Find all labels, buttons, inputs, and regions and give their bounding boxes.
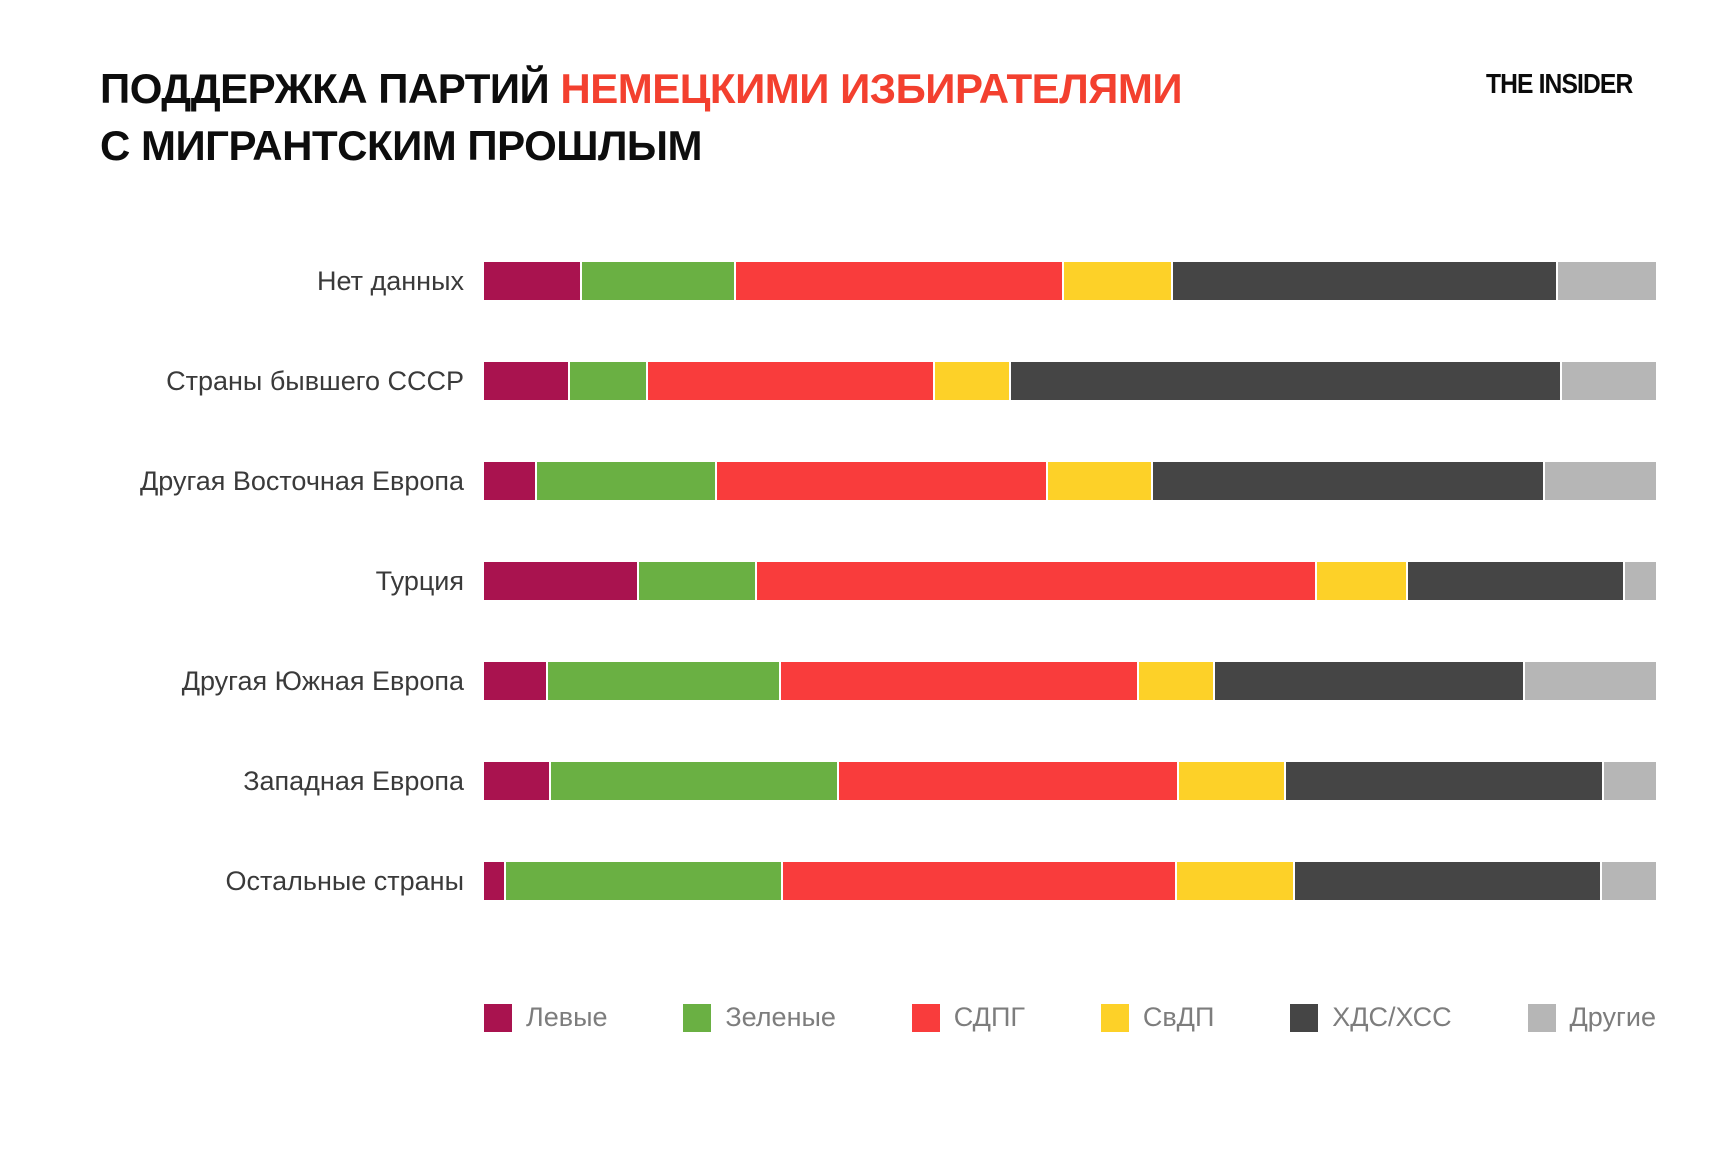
chart-row: Страны бывшего СССР (0, 362, 1732, 400)
bar-segment-СвДП (1176, 862, 1295, 900)
legend-swatch (484, 1003, 512, 1032)
legend-label: СвДП (1142, 1002, 1215, 1032)
bar-segment-ХДС/ХСС (1215, 662, 1525, 700)
legend-swatch (1527, 1003, 1556, 1032)
bar-segment-СДПГ (735, 262, 1065, 300)
bar-segment-Левые (484, 462, 537, 500)
bar-segment-ХДС/ХСС (1407, 562, 1626, 600)
bar-segment-Зеленые (582, 262, 736, 300)
bar-segment-СДПГ (839, 762, 1179, 800)
bar-segment-ХДС/ХСС (1011, 362, 1563, 400)
brand-logo: THE INSIDER (1485, 68, 1633, 99)
stacked-bar (484, 562, 1656, 600)
stacked-bar (484, 362, 1656, 400)
bar-segment-Другие (1557, 262, 1656, 300)
stacked-bar (484, 462, 1656, 500)
legend-label: СДПГ (953, 1002, 1025, 1032)
title-line2: С МИГРАНТСКИМ ПРОШЛЫМ (100, 122, 703, 169)
bar-segment-Левые (484, 262, 583, 300)
bar-segment-ХДС/ХСС (1173, 262, 1558, 300)
legend-label: Левые (526, 1002, 608, 1032)
stacked-bar (484, 262, 1656, 300)
row-label: Турция (375, 566, 464, 596)
title-part-black: ПОДДЕРЖКА ПАРТИЙ (100, 65, 550, 112)
legend-label: Другие (1569, 1002, 1656, 1032)
bar-segment-Другие (1544, 462, 1656, 500)
legend-item: ХДС/ХСС (1290, 1002, 1452, 1033)
bar-segment-Другие (1562, 362, 1656, 400)
bar-segment-СвДП (935, 362, 1012, 400)
chart-row: Нет данных (0, 262, 1732, 300)
legend-swatch (683, 1003, 712, 1032)
bar-segment-Зеленые (550, 762, 840, 800)
bar-segment-Левые (484, 762, 551, 800)
bar-segment-Левые (484, 562, 639, 600)
chart-row: Турция (0, 562, 1732, 600)
bar-segment-СвДП (1178, 762, 1286, 800)
bar-segment-СвДП (1139, 662, 1216, 700)
bar-segment-ХДС/ХСС (1153, 462, 1545, 500)
bar-segment-СДПГ (757, 562, 1318, 600)
bar-segment-ХДС/ХСС (1294, 862, 1603, 900)
row-label: Другая Южная Европа (181, 666, 464, 696)
bar-segment-СДПГ (648, 362, 936, 400)
bar-segment-СДПГ (780, 662, 1140, 700)
bar-segment-Левые (484, 362, 570, 400)
bar-segment-Левые (484, 862, 507, 900)
bar-segment-Другие (1604, 762, 1656, 800)
chart-rows: Нет данных Страны бывшего СССР Другая Вост… (0, 262, 1732, 962)
bar-segment-Зеленые (569, 362, 649, 400)
legend-item: СДПГ (911, 1002, 1025, 1033)
chart-row: Остальные страны (0, 862, 1732, 900)
legend-label: ХДС/ХСС (1332, 1002, 1452, 1032)
stacked-bar (484, 862, 1656, 900)
legend-swatch (1100, 1003, 1129, 1032)
bar-segment-Зеленые (506, 862, 783, 900)
bar-segment-Зеленые (638, 562, 758, 600)
row-label: Западная Европа (243, 766, 464, 796)
legend-item: СвДП (1100, 1002, 1215, 1033)
bar-segment-Зеленые (548, 662, 781, 700)
legend-item: Зеленые (683, 1002, 836, 1033)
legend-label: Зеленые (725, 1002, 836, 1032)
legend-swatch (1290, 1003, 1319, 1032)
stacked-bar (484, 762, 1656, 800)
bar-segment-Левые (484, 662, 549, 700)
bar-segment-СвДП (1317, 562, 1408, 600)
chart-row: Другая Южная Европа (0, 662, 1732, 700)
bar-segment-Другие (1625, 562, 1656, 600)
chart-row: Другая Восточная Европа (0, 462, 1732, 500)
legend-swatch (911, 1003, 940, 1032)
row-label: Другая Восточная Европа (139, 466, 464, 496)
row-label: Остальные страны (225, 866, 464, 896)
row-label: Нет данных (317, 266, 464, 296)
page-title: ПОДДЕРЖКА ПАРТИЙ НЕМЕЦКИМИ ИЗБИРАТЕЛЯМИ … (100, 60, 1183, 174)
bar-segment-СвДП (1064, 262, 1174, 300)
title-part-red: НЕМЕЦКИМИ ИЗБИРАТЕЛЯМИ (560, 65, 1183, 112)
chart-legend: Левые Зеленые СДПГ СвДП ХДС/ХСС Другие (484, 1002, 1656, 1033)
legend-item: Другие (1527, 1002, 1656, 1033)
bar-segment-Зеленые (536, 462, 718, 500)
bar-segment-СДПГ (717, 462, 1048, 500)
bar-segment-Другие (1602, 862, 1656, 900)
row-label: Страны бывшего СССР (166, 366, 464, 396)
chart-row: Западная Европа (0, 762, 1732, 800)
bar-segment-СвДП (1047, 462, 1154, 500)
stacked-bar (484, 662, 1656, 700)
bar-segment-ХДС/ХСС (1285, 762, 1605, 800)
legend-item: Левые (484, 1002, 608, 1033)
bar-segment-Другие (1524, 662, 1656, 700)
bar-segment-СДПГ (782, 862, 1177, 900)
